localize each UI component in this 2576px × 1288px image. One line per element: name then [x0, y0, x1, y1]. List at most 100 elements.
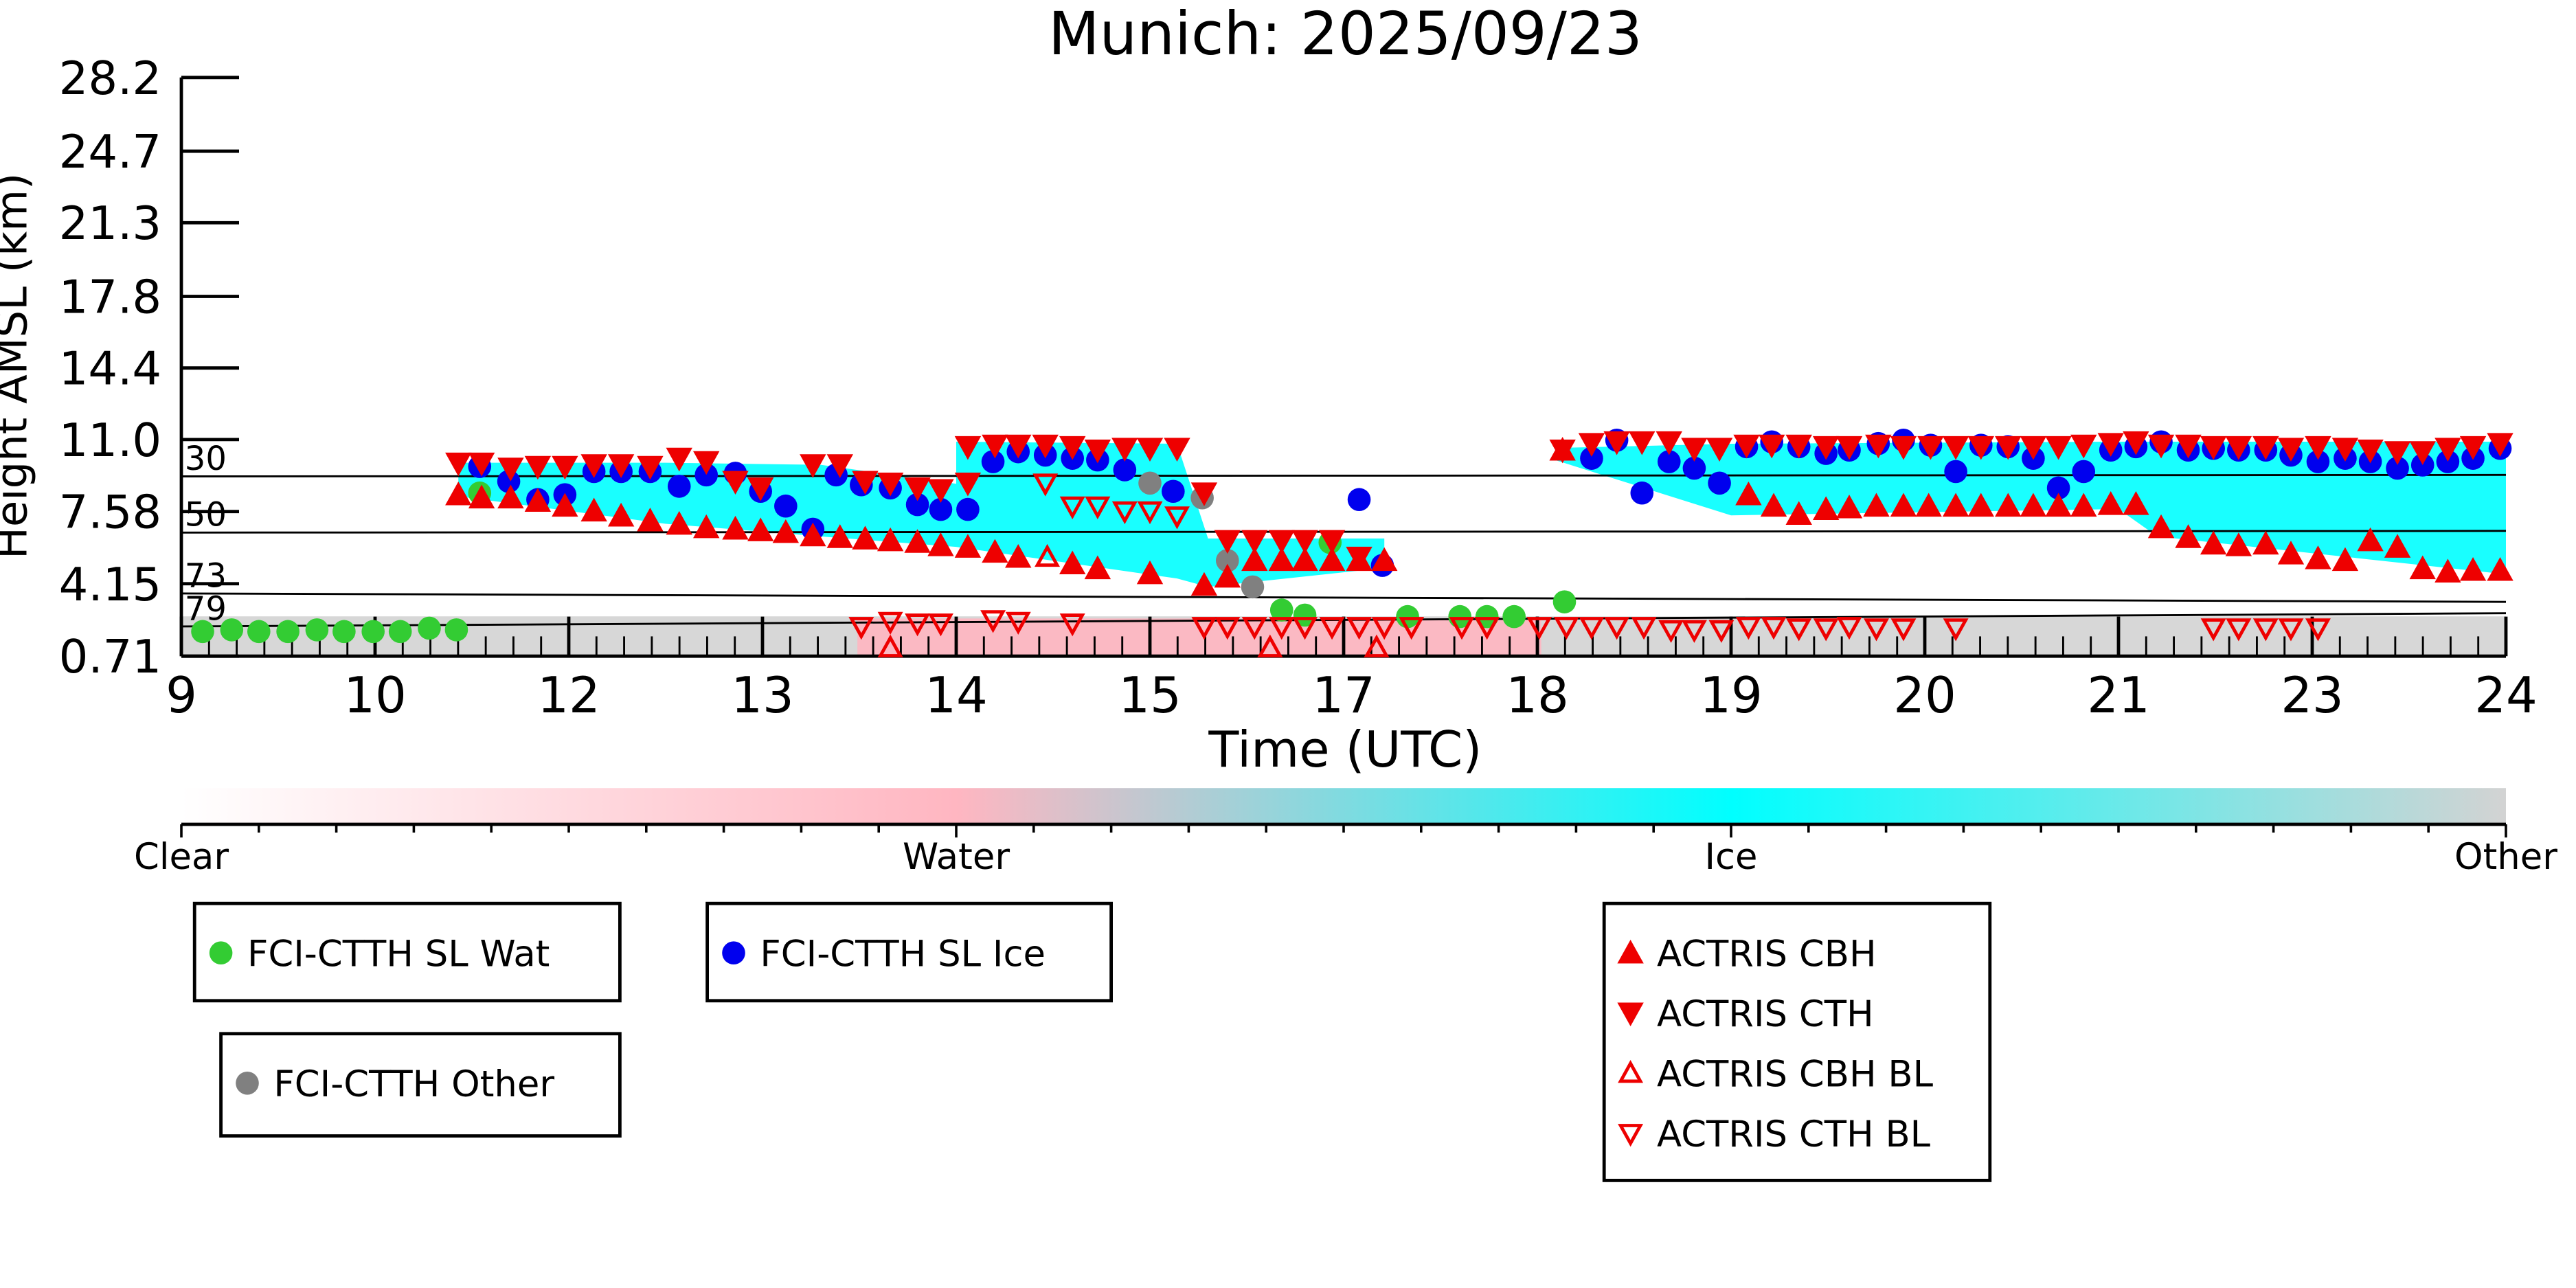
point: [1241, 575, 1265, 599]
point: [1269, 598, 1293, 622]
point: [1657, 450, 1681, 473]
point: [1449, 617, 1475, 640]
point: [2384, 534, 2411, 558]
point: [2097, 433, 2124, 457]
point: [1759, 434, 1785, 459]
point: [2487, 433, 2513, 457]
point: [1059, 436, 1086, 460]
point: [2252, 530, 2279, 555]
point: [2175, 434, 2202, 459]
point: [1944, 460, 1967, 484]
colorbar-label: Ice: [1704, 836, 1757, 878]
point: [1347, 488, 1371, 512]
point: [1136, 560, 1164, 585]
point: [1760, 493, 1787, 517]
point: [1735, 617, 1761, 640]
point: [981, 450, 1005, 473]
y-tick-label: 7.58: [59, 486, 162, 539]
point: [1346, 546, 1372, 571]
point: [305, 618, 329, 642]
point: [1162, 479, 1185, 504]
point: [524, 455, 552, 480]
chart-title: Munich: 2025/09/23: [1048, 0, 1642, 69]
colorbar-label: Water: [903, 836, 1010, 878]
point: [497, 484, 524, 509]
point: [980, 610, 1006, 633]
level-label: 50: [185, 496, 227, 534]
point: [1733, 434, 1760, 459]
x-tick-label: 24: [2474, 666, 2538, 724]
point: [1214, 617, 1241, 640]
point: [1656, 431, 1682, 455]
point: [2434, 438, 2461, 462]
point: [904, 477, 931, 501]
legend-label: ACTRIS CBH: [1657, 933, 1877, 975]
point: [1005, 611, 1031, 635]
point: [2331, 438, 2359, 462]
point: [826, 524, 853, 548]
point: [800, 522, 826, 547]
point: [982, 434, 1008, 459]
legend: FCI-CTTH Other: [219, 1032, 622, 1138]
point: [607, 454, 635, 478]
legend-box: [1602, 901, 1992, 1182]
point: [1346, 617, 1372, 640]
point: [1735, 481, 1762, 506]
legend-marker: [1617, 940, 1644, 964]
point: [444, 618, 468, 642]
point: [1836, 617, 1862, 640]
colorbar-label: Other: [2454, 836, 2557, 878]
point: [1293, 603, 1317, 627]
y-axis-label: Height AMSL (km): [0, 173, 36, 559]
point: [1138, 471, 1162, 495]
point: [1291, 547, 1318, 572]
point: [2045, 436, 2072, 460]
level-line: [181, 592, 2507, 603]
point: [1658, 620, 1684, 643]
point: [1371, 547, 1398, 572]
point: [332, 620, 356, 644]
colorbar: [181, 788, 2506, 824]
point: [2020, 493, 2047, 517]
point: [1761, 617, 1787, 640]
x-tick-label: 13: [731, 666, 794, 724]
legend-box: [705, 901, 1113, 1003]
point: [1396, 605, 1419, 629]
point: [2277, 438, 2305, 462]
point: [1813, 618, 1839, 642]
point: [929, 497, 953, 521]
point: [722, 515, 749, 540]
point: [1708, 471, 1731, 495]
legend: FCI-CTTH SL Wat: [192, 901, 622, 1003]
point: [1191, 617, 1217, 640]
point: [2357, 439, 2384, 464]
x-tick-label: 14: [925, 666, 988, 724]
y-tick-label: 11.0: [59, 414, 162, 467]
point: [666, 510, 692, 535]
point: [927, 532, 954, 556]
x-tick-label: 21: [2087, 666, 2150, 724]
point: [2459, 436, 2487, 460]
point: [1241, 617, 1267, 640]
point: [1865, 434, 1892, 459]
point: [982, 539, 1008, 563]
point: [2305, 618, 2331, 642]
point: [445, 481, 472, 506]
point: [877, 611, 903, 635]
point: [1164, 438, 1190, 462]
point: [1915, 493, 1942, 517]
point: [1785, 434, 1812, 459]
point: [1084, 439, 1111, 464]
point: [2225, 532, 2252, 556]
point: [2277, 541, 2305, 565]
point: [524, 488, 552, 512]
legend-box: [192, 901, 622, 1003]
point: [1890, 436, 1917, 460]
point: [1059, 550, 1086, 575]
point: [1268, 547, 1295, 572]
point: [1863, 493, 1890, 517]
point: [468, 452, 495, 477]
point: [2200, 618, 2226, 642]
point: [1214, 530, 1241, 554]
